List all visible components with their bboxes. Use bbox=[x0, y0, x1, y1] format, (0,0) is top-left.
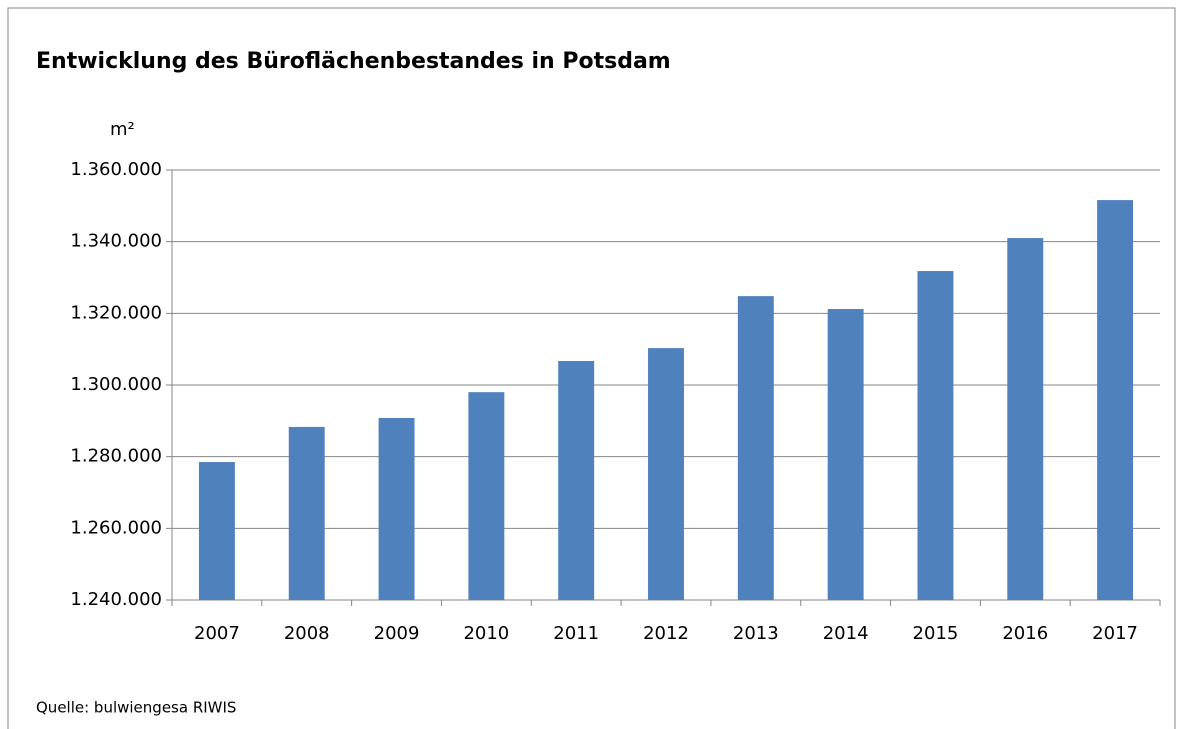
y-tick-label: 1.260.000 bbox=[70, 517, 162, 538]
bar bbox=[1007, 238, 1044, 601]
x-tick-label: 2016 bbox=[1002, 623, 1048, 644]
x-tick-label: 2010 bbox=[463, 623, 509, 644]
y-tick-label: 1.340.000 bbox=[70, 231, 162, 252]
x-tick-label: 2008 bbox=[284, 623, 330, 644]
x-tick-label: 2011 bbox=[553, 623, 599, 644]
bar bbox=[468, 392, 505, 600]
chart-frame bbox=[7, 7, 1176, 729]
y-axis-unit: m² bbox=[110, 119, 135, 140]
bar bbox=[1097, 200, 1134, 600]
bar bbox=[378, 417, 415, 600]
x-tick-label: 2013 bbox=[733, 623, 779, 644]
bar bbox=[648, 348, 684, 600]
source-note: Quelle: bulwiengesa RIWIS bbox=[36, 699, 236, 717]
y-tick-label: 1.320.000 bbox=[70, 302, 162, 323]
y-tick-label: 1.300.000 bbox=[70, 374, 162, 395]
bar bbox=[558, 360, 595, 600]
x-tick-label: 2015 bbox=[913, 623, 959, 644]
bar bbox=[198, 462, 235, 600]
bar bbox=[288, 426, 325, 600]
x-tick-label: 2007 bbox=[194, 623, 240, 644]
x-tick-label: 2017 bbox=[1092, 623, 1138, 644]
bar bbox=[917, 271, 954, 600]
bar bbox=[737, 296, 774, 600]
y-tick-label: 1.240.000 bbox=[70, 589, 162, 610]
x-tick-label: 2014 bbox=[823, 623, 869, 644]
bar bbox=[827, 309, 864, 600]
y-tick-label: 1.280.000 bbox=[70, 446, 162, 467]
chart-title: Entwicklung des Büroflächenbestandes in … bbox=[36, 49, 671, 74]
x-tick-label: 2009 bbox=[374, 623, 420, 644]
x-tick-label: 2012 bbox=[643, 623, 689, 644]
y-tick-label: 1.360.000 bbox=[70, 159, 162, 180]
